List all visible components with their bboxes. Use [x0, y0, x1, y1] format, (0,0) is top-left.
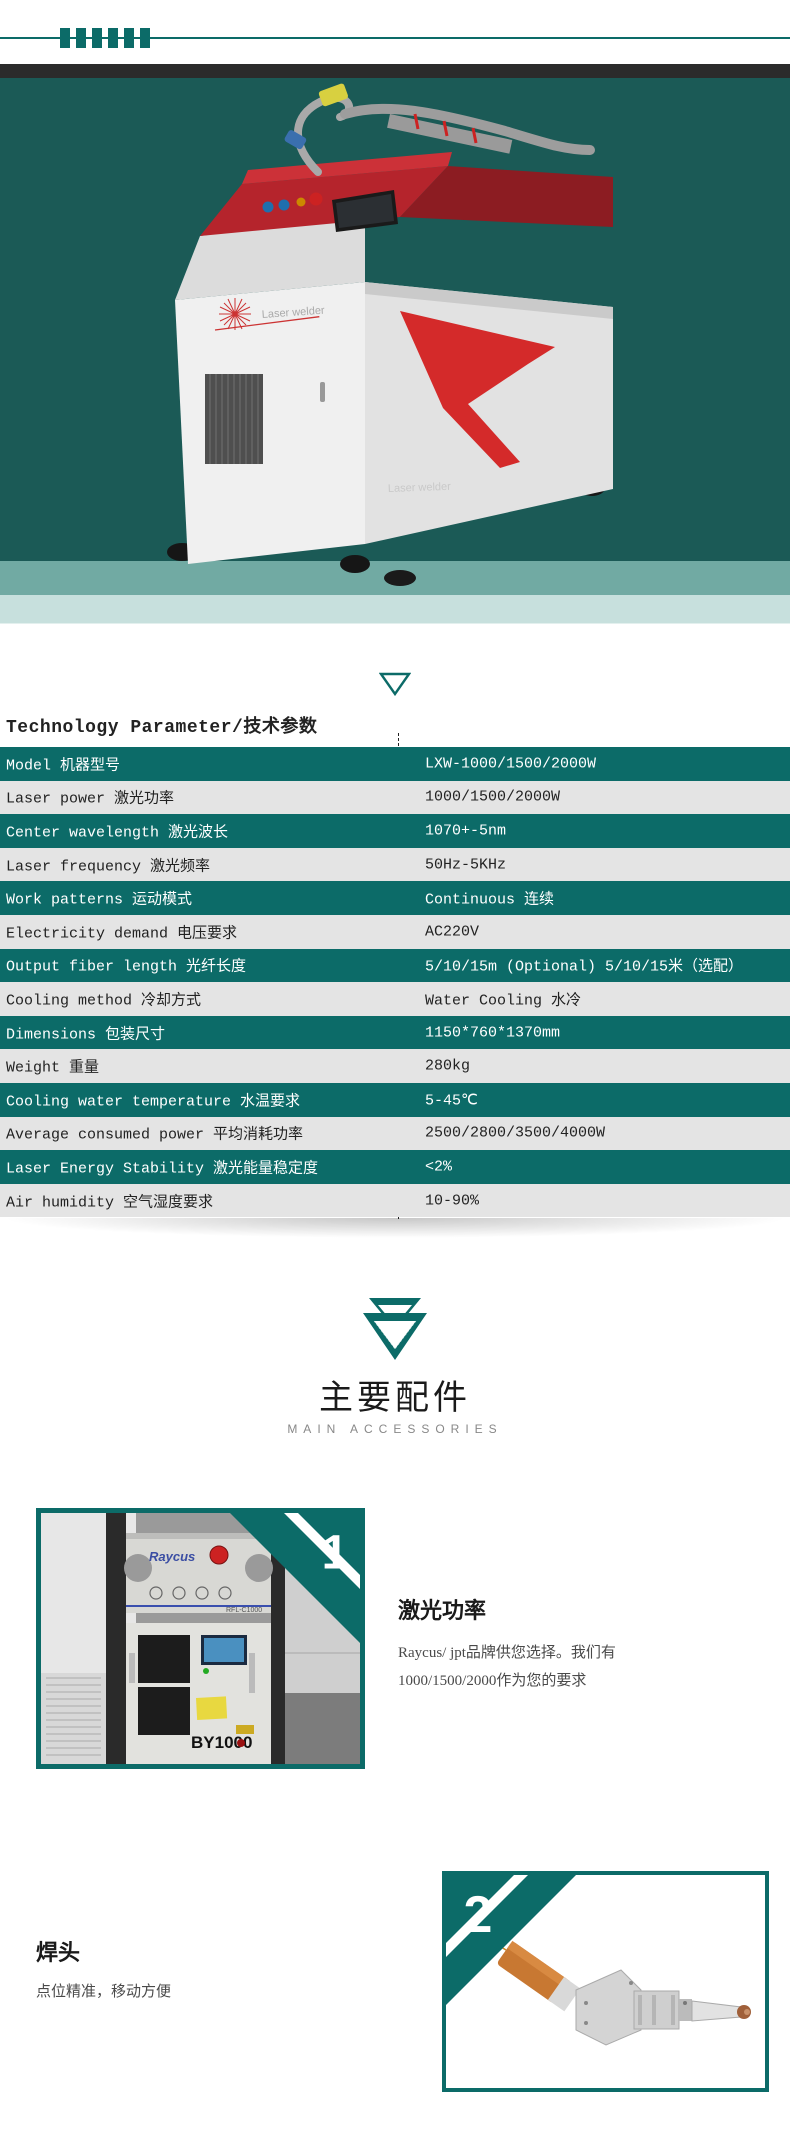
svg-text:1: 1 — [322, 1527, 349, 1580]
svg-text:2: 2 — [464, 1886, 493, 1944]
svg-text:Laser welder: Laser welder — [388, 481, 452, 495]
svg-text:Raycus: Raycus — [149, 1549, 195, 1564]
